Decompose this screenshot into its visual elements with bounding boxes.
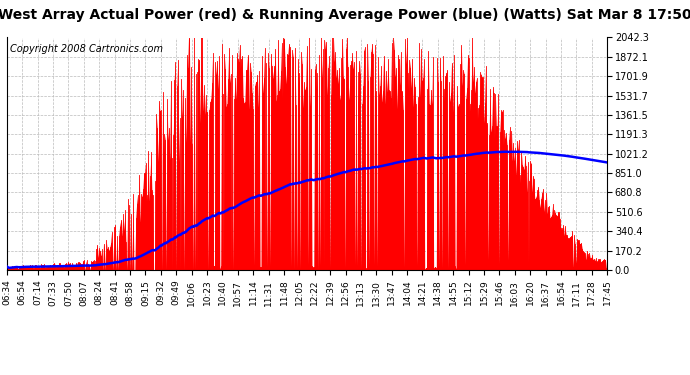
Text: Copyright 2008 Cartronics.com: Copyright 2008 Cartronics.com	[10, 45, 163, 54]
Text: West Array Actual Power (red) & Running Average Power (blue) (Watts) Sat Mar 8 1: West Array Actual Power (red) & Running …	[0, 8, 690, 21]
